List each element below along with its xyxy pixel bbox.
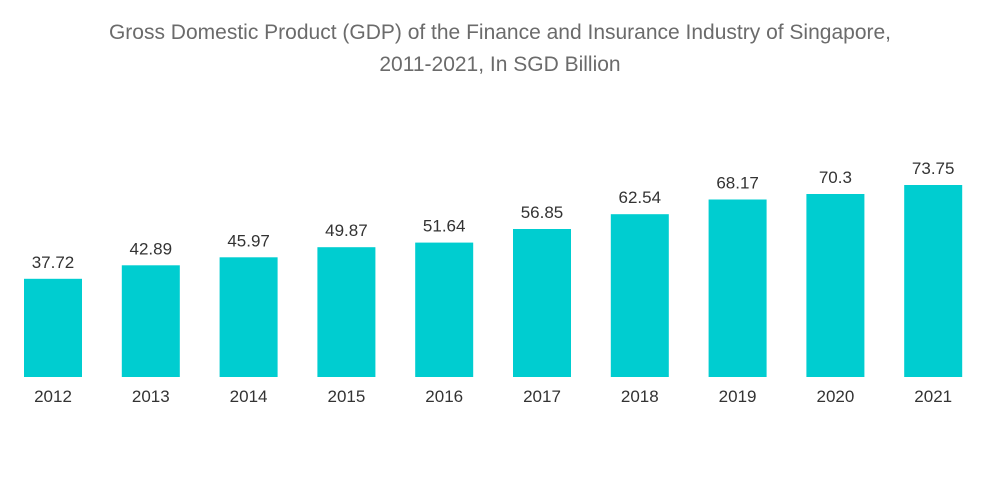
value-label-2019: 68.17 bbox=[716, 174, 759, 193]
bar-2013 bbox=[121, 265, 180, 377]
value-label-2021: 73.75 bbox=[912, 159, 955, 178]
x-tick-label-2021: 2021 bbox=[914, 387, 952, 406]
x-tick-label-2014: 2014 bbox=[230, 387, 268, 406]
value-label-2017: 56.85 bbox=[521, 203, 564, 222]
value-label-2012: 37.72 bbox=[32, 253, 75, 272]
bar-2018 bbox=[610, 214, 669, 377]
value-label-2020: 70.3 bbox=[819, 168, 852, 187]
bar-2012 bbox=[24, 278, 82, 377]
bar-2020 bbox=[806, 194, 865, 377]
x-tick-label-2015: 2015 bbox=[327, 387, 365, 406]
bar-2014 bbox=[219, 257, 278, 377]
value-label-2018: 62.54 bbox=[619, 188, 662, 207]
x-tick-label-2012: 2012 bbox=[34, 387, 72, 406]
bar-2017 bbox=[513, 229, 571, 377]
bar-2019 bbox=[708, 199, 767, 377]
value-label-2013: 42.89 bbox=[130, 239, 173, 258]
value-label-2016: 51.64 bbox=[423, 217, 466, 236]
value-label-2014: 45.97 bbox=[227, 231, 270, 250]
x-tick-label-2020: 2020 bbox=[816, 387, 854, 406]
x-tick-label-2018: 2018 bbox=[621, 387, 659, 406]
chart-title-line-2: 2011-2021, In SGD Billion bbox=[379, 53, 621, 76]
chart-title-line-1: Gross Domestic Product (GDP) of the Fina… bbox=[108, 21, 892, 44]
bar-2015 bbox=[317, 247, 376, 377]
x-tick-label-2013: 2013 bbox=[132, 387, 170, 406]
bar-2021 bbox=[904, 185, 963, 377]
x-tick-label-2017: 2017 bbox=[523, 387, 561, 406]
x-tick-label-2019: 2019 bbox=[719, 387, 757, 406]
value-label-2015: 49.87 bbox=[325, 221, 368, 240]
x-tick-label-2016: 2016 bbox=[425, 387, 463, 406]
chart-title: Gross Domestic Product (GDP) of the Fina… bbox=[0, 17, 1000, 81]
bar-2016 bbox=[415, 242, 474, 377]
